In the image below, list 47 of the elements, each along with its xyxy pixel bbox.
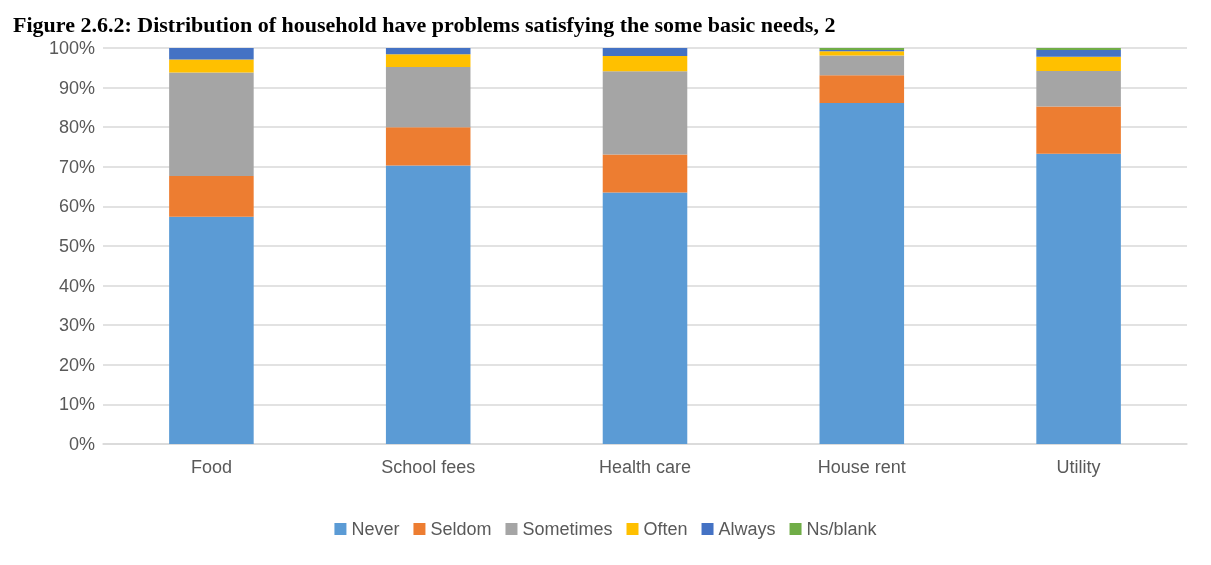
bar xyxy=(1036,70,1121,107)
y-tick-label: 80% xyxy=(58,117,95,138)
bar xyxy=(385,127,471,166)
bar xyxy=(1036,56,1121,71)
legend-label: Never xyxy=(351,519,400,539)
bar xyxy=(819,55,905,76)
bar xyxy=(169,59,254,73)
legend-label: Often xyxy=(643,519,688,539)
y-tick-label: 0% xyxy=(68,434,95,454)
legend-label: Ns/blank xyxy=(806,519,878,539)
bar xyxy=(819,51,905,56)
bar xyxy=(602,48,688,56)
bar xyxy=(1036,153,1121,444)
y-tick-label: 90% xyxy=(58,77,95,98)
bar xyxy=(819,103,905,444)
legend-label: Seldom xyxy=(430,519,492,539)
x-tick-label: Utility xyxy=(1056,457,1101,477)
y-tick-label: 10% xyxy=(58,394,95,415)
x-tick-label: School fees xyxy=(381,457,476,477)
legend-label: Always xyxy=(718,519,776,539)
y-tick-label: 20% xyxy=(58,354,95,375)
bar xyxy=(169,48,254,60)
bar xyxy=(169,175,254,217)
bar xyxy=(1036,106,1121,154)
y-tick-label: 40% xyxy=(58,275,95,296)
legend-label: Sometimes xyxy=(522,519,613,539)
bar xyxy=(169,216,254,444)
bar xyxy=(169,72,254,176)
bar xyxy=(385,48,471,55)
y-tick-label: 70% xyxy=(58,156,95,177)
bar xyxy=(819,75,905,104)
bar xyxy=(602,192,688,444)
y-tick-label: 100% xyxy=(48,38,95,58)
bar xyxy=(602,154,688,193)
bar xyxy=(1036,49,1121,57)
y-tick-label: 50% xyxy=(58,236,95,256)
x-tick-label: House rent xyxy=(817,457,906,477)
chart-title: Figure 2.6.2: Distribution of household have problems satisfying the some basic needs, 2 xyxy=(13,11,836,37)
y-tick-label: 30% xyxy=(58,315,95,336)
x-tick-label: Food xyxy=(190,457,232,477)
bar xyxy=(385,54,471,68)
y-tick-label: 60% xyxy=(58,196,95,217)
x-tick-label: Health care xyxy=(598,457,692,477)
bar xyxy=(385,165,471,444)
bar xyxy=(602,71,688,155)
bar xyxy=(385,67,471,128)
bar xyxy=(602,55,688,72)
